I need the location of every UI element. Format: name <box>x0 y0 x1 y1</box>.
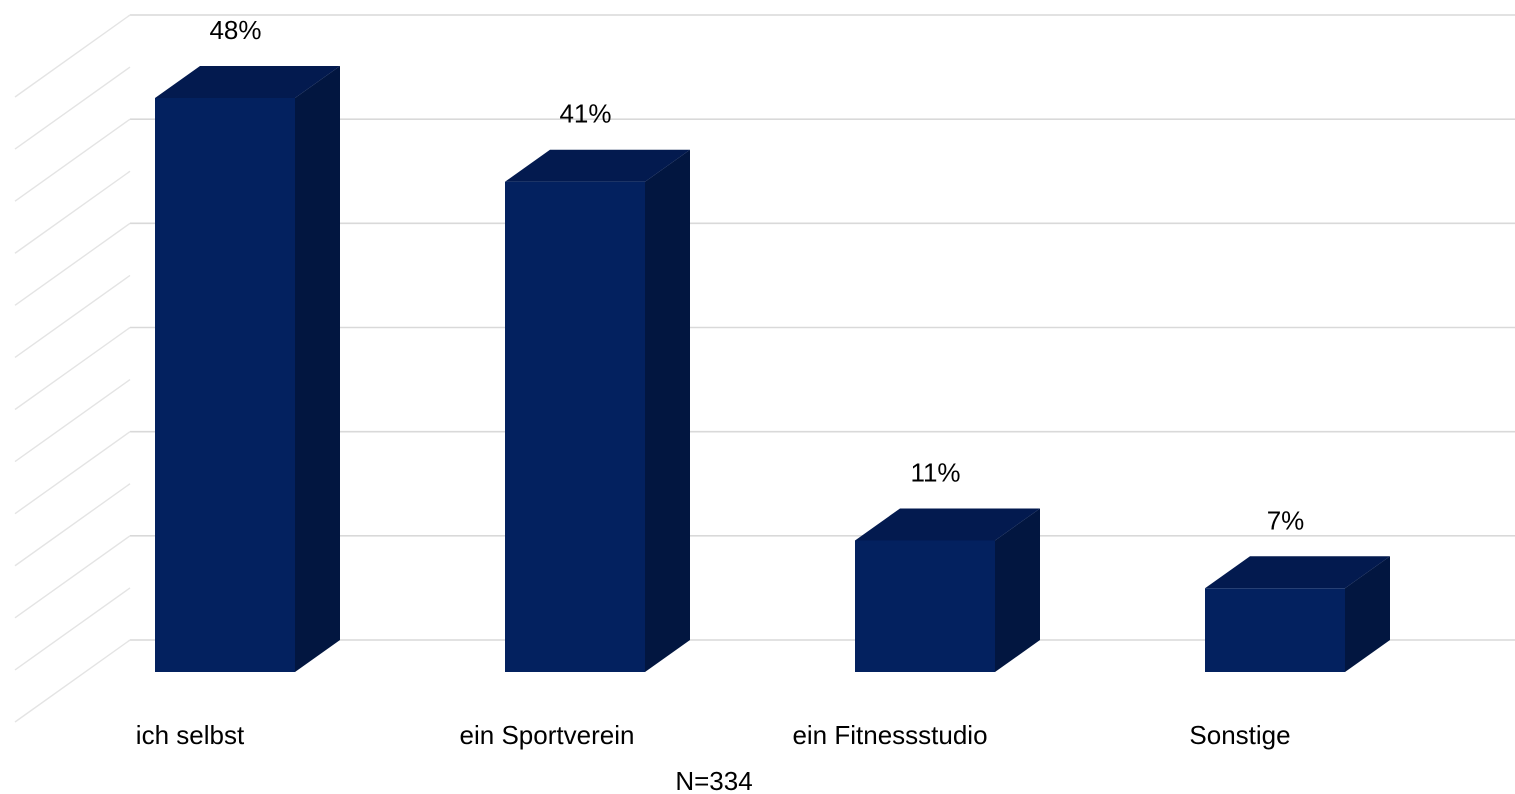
gridline-wall <box>14 326 131 411</box>
gridline-wall <box>14 639 131 723</box>
value-labels: 48% 41% 11% 7% <box>209 15 1304 535</box>
bar-side <box>995 508 1040 672</box>
bar-front <box>155 98 295 672</box>
gridline-wall <box>14 14 131 98</box>
bar-side <box>1345 556 1390 672</box>
gridline-wall-minor <box>14 379 131 463</box>
gridline-wall <box>14 431 131 515</box>
category-label: ein Fitnessstudio <box>792 720 987 750</box>
category-label: Sonstige <box>1189 720 1290 750</box>
bar-front <box>1205 588 1345 672</box>
value-label: 7% <box>1267 505 1305 535</box>
bar-top <box>855 508 1040 541</box>
value-label: 11% <box>910 457 960 487</box>
gridline-wall-minor <box>14 170 131 254</box>
bar <box>505 149 690 673</box>
gridline-wall <box>14 118 131 202</box>
bar-top <box>155 66 340 98</box>
bar-front <box>505 181 645 673</box>
category-labels: ich selbst ein Sportverein ein Fitnessstud… <box>136 720 1291 750</box>
value-label: 41% <box>559 99 611 129</box>
value-label: 48% <box>209 15 261 45</box>
gridline-wall-minor <box>14 274 131 358</box>
category-label: ein Sportverein <box>460 720 635 750</box>
gridline-wall-minor <box>14 587 131 671</box>
sample-size-note: N=334 <box>675 766 752 794</box>
bars <box>155 66 1390 673</box>
category-label: ich selbst <box>136 720 245 750</box>
gridline-wall <box>14 222 131 306</box>
bar-top <box>1205 556 1390 589</box>
bar-side <box>645 149 690 673</box>
bar-top <box>505 149 690 182</box>
bar-front <box>855 540 995 672</box>
gridline-wall <box>14 535 131 619</box>
bar <box>155 66 340 672</box>
bar <box>1205 556 1390 672</box>
gridline-wall-minor <box>14 66 131 150</box>
bar <box>855 508 1040 672</box>
bar-side <box>295 66 340 672</box>
gridlines <box>14 14 1515 723</box>
gridline-wall-minor <box>14 483 131 567</box>
